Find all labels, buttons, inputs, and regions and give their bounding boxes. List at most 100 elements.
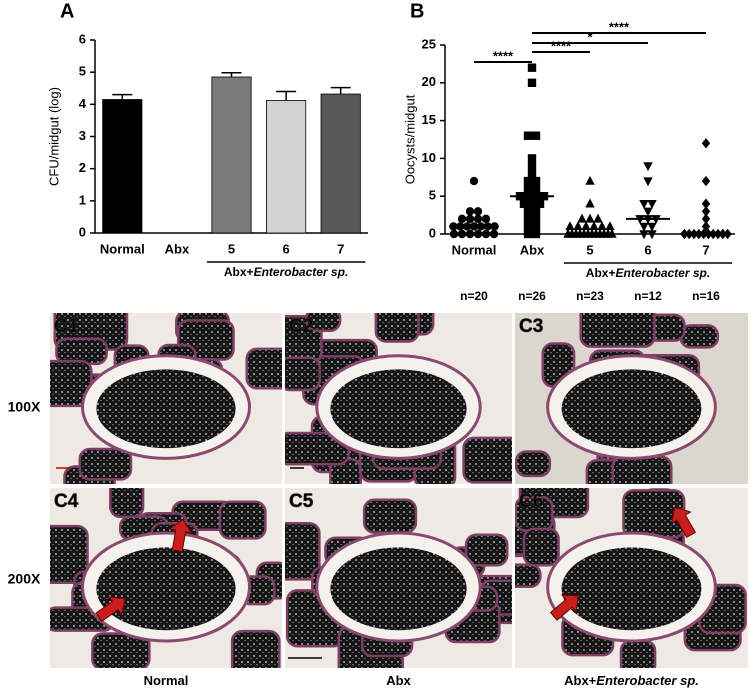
data-point <box>585 198 595 208</box>
data-point <box>527 199 537 208</box>
micrograph-content <box>285 488 512 668</box>
x-tick-label: 6 <box>644 242 651 257</box>
data-point <box>531 131 541 140</box>
tissue-cell <box>464 533 509 567</box>
row-label: 100X <box>8 399 41 415</box>
y-tick-label: 15 <box>422 112 436 127</box>
y-tick-label: 20 <box>422 74 436 89</box>
significance-label: **** <box>609 19 630 34</box>
x-tick-label: Abx <box>165 241 190 256</box>
data-point <box>647 222 657 232</box>
panel-label: C2 <box>289 316 313 337</box>
panel-label: C6 <box>519 491 543 512</box>
data-point <box>577 213 587 223</box>
tissue-cell <box>374 313 420 343</box>
tissue-cell <box>50 524 89 585</box>
y-tick-label: 0 <box>429 225 436 240</box>
tissue-cell <box>515 563 542 589</box>
data-point <box>565 221 575 231</box>
n-label: n=26 <box>518 289 546 303</box>
x-tick-label: Normal <box>452 242 497 257</box>
panel-letter: B <box>410 0 424 22</box>
data-point <box>585 213 595 223</box>
data-point <box>473 214 483 224</box>
data-point <box>639 200 649 209</box>
group-label-italic: Enterobacter sp. <box>615 266 710 280</box>
blood-meal <box>330 369 467 449</box>
data-point <box>465 214 475 224</box>
data-point <box>473 207 483 216</box>
data-point <box>531 229 541 239</box>
tissue-cell <box>462 436 512 484</box>
data-point <box>527 161 537 171</box>
data-point <box>523 176 533 186</box>
micrograph <box>285 488 512 668</box>
significance-label: **** <box>493 48 514 63</box>
n-label: n=12 <box>634 289 662 303</box>
micrograph-content <box>50 488 282 668</box>
data-point <box>519 199 529 208</box>
data-point <box>701 221 711 232</box>
row-label: 200X <box>8 571 41 587</box>
red-arrow <box>95 596 126 622</box>
data-point <box>523 131 533 140</box>
error-bar <box>330 86 351 95</box>
data-point <box>481 229 491 239</box>
data-point <box>465 229 475 239</box>
x-tick-label: Abx <box>520 242 545 257</box>
data-point <box>585 175 595 185</box>
y-tick-label: 1 <box>79 192 86 207</box>
micrograph-content <box>515 313 748 484</box>
red-arrow <box>168 518 193 553</box>
tissue-cell <box>230 629 281 668</box>
error-bar <box>221 72 242 77</box>
data-point <box>593 213 603 223</box>
data-point <box>523 229 533 239</box>
y-tick-label: 25 <box>422 36 436 51</box>
data-point <box>531 214 541 224</box>
panel-label: C5 <box>289 491 314 512</box>
micrograph-content <box>285 313 512 484</box>
y-axis-label: Oocysts/midgut <box>402 94 417 184</box>
error-bar <box>276 90 297 101</box>
bar <box>102 99 143 234</box>
tissue-cell <box>679 324 720 349</box>
n-label: n=23 <box>576 289 604 303</box>
data-point <box>701 198 711 209</box>
blood-meal <box>96 547 236 631</box>
tissue-cell <box>362 498 418 534</box>
data-point <box>643 162 653 172</box>
tissue-cell <box>285 356 321 392</box>
data-point <box>449 229 459 239</box>
tissue-cell <box>285 521 321 581</box>
data-point <box>701 138 711 149</box>
data-point <box>643 177 653 187</box>
blood-meal <box>96 369 236 449</box>
group-label-italic: Enterobacter sp. <box>254 265 349 279</box>
error-bar <box>112 93 133 100</box>
data-point <box>605 221 615 231</box>
data-point <box>647 230 657 240</box>
y-tick-label: 5 <box>429 188 436 203</box>
blood-meal <box>561 369 702 449</box>
panel-label: C1 <box>54 316 79 337</box>
tissue-cell <box>78 447 133 481</box>
tissue-cell <box>579 313 656 348</box>
data-point <box>701 206 711 217</box>
panel-letter: A <box>60 0 74 22</box>
data-point <box>581 221 591 231</box>
column-label-part: Abx+ <box>564 673 597 688</box>
data-point <box>457 229 467 239</box>
x-tick-label: Normal <box>100 241 145 256</box>
data-point <box>597 221 607 231</box>
blood-meal <box>561 547 702 631</box>
group-label: Abx+Enterobacter sp. <box>224 265 348 279</box>
micrograph-content <box>50 313 282 484</box>
data-point <box>473 229 483 239</box>
data-point <box>701 213 711 225</box>
data-point <box>535 199 545 208</box>
column-label-italic: Enterobacter sp. <box>596 673 699 688</box>
tissue-cell <box>515 450 552 478</box>
data-point <box>531 176 541 186</box>
column-label: Abx+Enterobacter sp. <box>564 673 699 688</box>
